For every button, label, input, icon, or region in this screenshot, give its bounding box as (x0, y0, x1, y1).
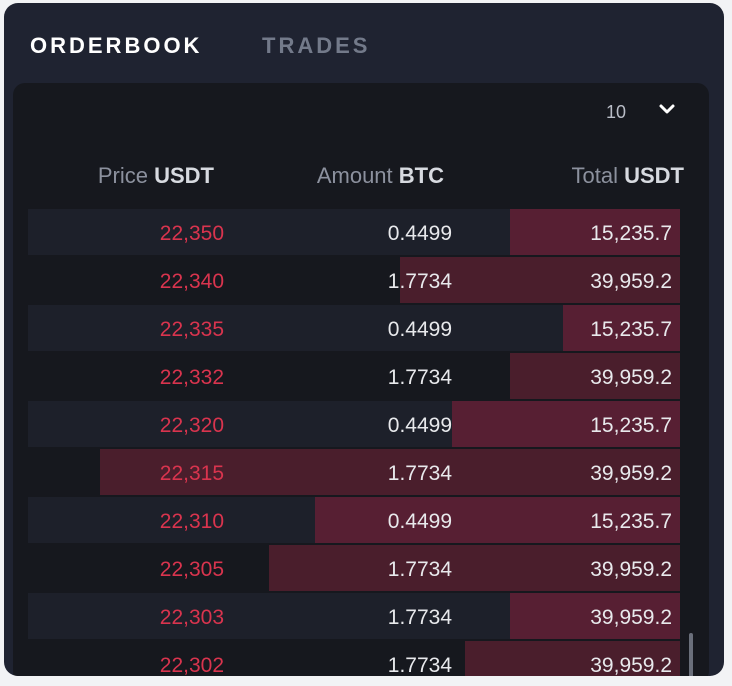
total-cell: 39,959.2 (590, 462, 672, 485)
depth-select-value: 10 (606, 102, 627, 122)
table-row[interactable]: 22,303 1.7734 39,959.2 (28, 593, 680, 639)
price-cell: 22,335 (159, 318, 224, 341)
total-cell: 39,959.2 (590, 654, 672, 676)
depth-bar (510, 353, 680, 399)
amount-cell: 0.4499 (387, 510, 452, 533)
table-row[interactable]: 22,340 1.7734 39,959.2 (28, 257, 680, 303)
order-rows: 22,350 0.4499 15,235.7 22,340 1.7734 39,959.2… (28, 209, 680, 676)
total-cell: 15,235.7 (590, 510, 672, 533)
amount-cell: 1.7734 (387, 654, 452, 676)
amount-cell: 1.7734 (387, 606, 452, 629)
total-cell: 39,959.2 (590, 558, 672, 581)
price-cell: 22,302 (159, 654, 224, 676)
table-row[interactable]: 22,332 1.7734 39,959.2 (28, 353, 680, 399)
depth-bar (464, 641, 680, 676)
table-row[interactable]: 22,315 1.7734 39,959.2 (28, 449, 680, 495)
amount-cell: 1.7734 (387, 366, 452, 389)
table-row[interactable]: 22,335 0.4499 15,235.7 (28, 305, 680, 351)
total-cell: 39,959.2 (590, 606, 672, 629)
price-cell: 22,320 (159, 414, 224, 437)
header-price: Price USDT (97, 163, 214, 188)
table-row[interactable]: 22,350 0.4499 15,235.7 (28, 209, 680, 255)
depth-bar (399, 257, 680, 303)
depth-bar (510, 209, 680, 255)
header-amount: Amount BTC (316, 163, 444, 188)
tab-trades[interactable]: TRADES (262, 33, 371, 58)
price-cell: 22,350 (159, 222, 224, 245)
price-cell: 22,315 (159, 462, 224, 485)
price-cell: 22,305 (159, 558, 224, 581)
total-cell: 15,235.7 (590, 414, 672, 437)
amount-cell: 0.4499 (387, 222, 452, 245)
amount-cell: 1.7734 (387, 462, 452, 485)
amount-cell: 1.7734 (387, 270, 452, 293)
amount-cell: 0.4499 (387, 318, 452, 341)
depth-bar (99, 449, 680, 495)
orderbook-panel: ORDERBOOK TRADES 10 Price USDT Amount BT… (4, 3, 724, 676)
price-cell: 22,332 (159, 366, 224, 389)
header-total: Total USDT (571, 163, 685, 188)
depth-select[interactable]: 10 (589, 97, 689, 127)
total-cell: 39,959.2 (590, 366, 672, 389)
column-headers: Price USDT Amount BTC Total USDT (13, 163, 709, 193)
price-cell: 22,340 (159, 270, 224, 293)
depth-bar (510, 593, 680, 639)
table-row[interactable]: 22,320 0.4499 15,235.7 (28, 401, 680, 447)
table-row[interactable]: 22,302 1.7734 39,959.2 (28, 641, 680, 676)
total-cell: 15,235.7 (590, 318, 672, 341)
total-cell: 15,235.7 (590, 222, 672, 245)
tab-orderbook[interactable]: ORDERBOOK (30, 33, 203, 58)
price-cell: 22,303 (159, 606, 224, 629)
chevron-down-icon (659, 104, 675, 114)
depth-bar (562, 305, 680, 351)
amount-cell: 0.4499 (387, 414, 452, 437)
price-cell: 22,310 (159, 510, 224, 533)
depth-bar (451, 401, 680, 447)
amount-cell: 1.7734 (387, 558, 452, 581)
total-cell: 39,959.2 (590, 270, 672, 293)
depth-bar (269, 545, 680, 591)
table-row[interactable]: 22,310 0.4499 15,235.7 (28, 497, 680, 543)
orderbook-table: 10 Price USDT Amount BTC Total USDT 22,3… (13, 83, 709, 676)
depth-bar (314, 497, 680, 543)
table-row[interactable]: 22,305 1.7734 39,959.2 (28, 545, 680, 591)
scrollbar[interactable] (689, 633, 693, 676)
